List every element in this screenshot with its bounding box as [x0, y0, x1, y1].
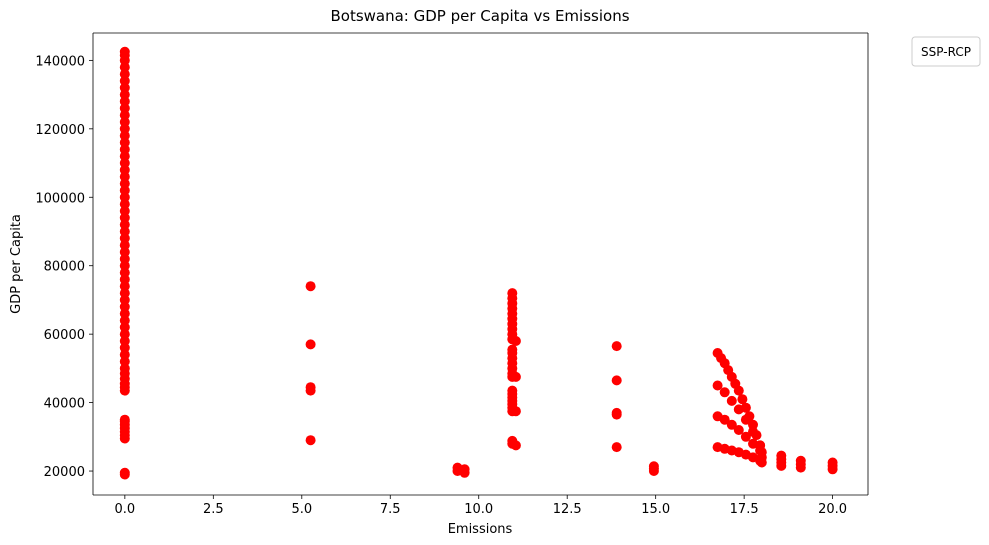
data-point: [119, 467, 130, 478]
data-point: [719, 414, 730, 425]
data-point: [733, 385, 744, 396]
data-point: [726, 395, 737, 406]
data-point: [510, 440, 521, 451]
data-point: [776, 450, 787, 461]
data-point: [119, 363, 130, 374]
data-point: [611, 442, 622, 453]
data-point: [119, 349, 130, 360]
data-point: [119, 315, 130, 326]
data-point: [119, 288, 130, 299]
data-point: [740, 402, 751, 413]
data-point: [712, 380, 723, 391]
data-point: [119, 117, 130, 127]
y-tick-label: 80000: [44, 260, 85, 275]
y-tick-label: 20000: [44, 465, 85, 480]
data-point: [611, 407, 622, 418]
data-point: [510, 336, 521, 346]
data-point: [119, 206, 130, 216]
data-point: [459, 464, 470, 475]
data-point: [119, 414, 130, 425]
data-point: [827, 457, 838, 468]
data-point: [510, 406, 521, 417]
data-point: [719, 387, 730, 398]
data-point: [119, 103, 130, 114]
data-point: [795, 455, 806, 466]
y-axis: 20000 40000 60000 80000 100000 120000 140000: [35, 54, 93, 480]
legend: SSP-RCP: [911, 36, 981, 67]
data-point: [733, 425, 744, 435]
data-point: [119, 267, 130, 278]
plot-area: [93, 33, 868, 495]
legend-box: [911, 36, 981, 67]
data-point: [305, 435, 316, 446]
data-point: [611, 375, 622, 386]
plot-frame: [92, 32, 869, 496]
y-axis-label: GDP per Capita: [9, 214, 24, 314]
data-point: [726, 419, 737, 430]
chart-title: Botswana: GDP per Capita vs Emissions: [330, 7, 629, 25]
data-point: [119, 253, 130, 264]
data-point: [507, 385, 518, 396]
data-point: [740, 431, 751, 442]
data-point: [119, 82, 130, 93]
data-point: [119, 178, 130, 189]
y-tick-label: 40000: [44, 397, 85, 412]
data-point: [756, 447, 767, 458]
data-point: [611, 341, 622, 352]
legend-title: SSP-RCP: [921, 45, 971, 59]
x-axis: 0.0 2.5 5.0 7.5 10.0 12.5 15.0 17.5 20.0: [115, 495, 847, 517]
x-tick-label: 20.0: [818, 502, 847, 517]
y-tick-label: 140000: [35, 54, 85, 69]
data-point: [751, 430, 762, 441]
data-point: [119, 226, 130, 237]
x-tick-label: 15.0: [641, 502, 670, 517]
data-point: [737, 394, 748, 405]
data-point: [119, 240, 130, 251]
data-point: [119, 144, 130, 155]
x-tick-label: 10.0: [464, 502, 493, 517]
x-tick-label: 7.5: [380, 502, 401, 517]
x-tick-label: 0.0: [115, 502, 136, 517]
x-axis-label: Emissions: [448, 522, 513, 537]
data-point: [305, 281, 316, 292]
data-point: [748, 419, 758, 430]
y-tick-label: 60000: [44, 328, 85, 343]
data-point: [648, 461, 659, 472]
data-point: [119, 69, 130, 80]
data-point: [119, 164, 130, 175]
data-point: [305, 382, 316, 393]
data-point: [119, 329, 130, 340]
data-point: [119, 301, 130, 312]
x-tick-label: 17.5: [730, 502, 759, 517]
y-tick-label: 120000: [35, 123, 85, 138]
points-layer: [119, 46, 838, 480]
data-point: [507, 288, 518, 299]
data-point: [119, 130, 130, 141]
data-point: [507, 344, 518, 355]
x-tick-label: 12.5: [553, 502, 582, 517]
x-tick-label: 5.0: [291, 502, 312, 517]
y-tick-label: 100000: [35, 191, 85, 206]
data-point: [744, 411, 755, 422]
data-point: [510, 371, 521, 382]
x-tick-label: 2.5: [203, 502, 224, 517]
data-point: [305, 339, 316, 350]
data-point: [119, 192, 130, 203]
data-point: [119, 46, 130, 57]
